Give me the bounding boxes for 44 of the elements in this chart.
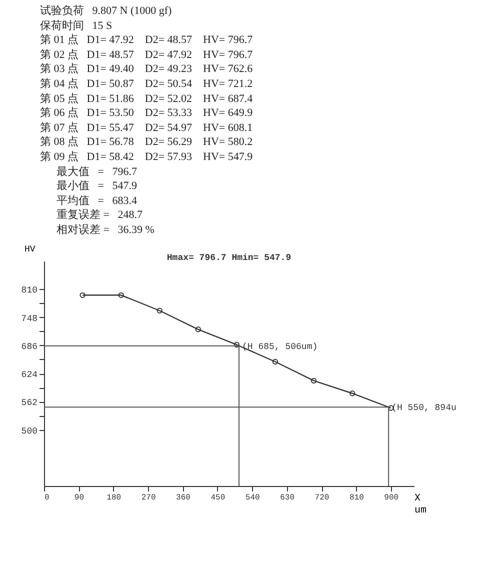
text: 最大值 = 796.7 — [56, 164, 138, 180]
y-axis-title: HV — [24, 244, 36, 254]
y-tick-label: 562 — [21, 398, 38, 408]
y-tick-label: 686 — [21, 341, 38, 352]
x-tick-label: 90 — [74, 493, 84, 502]
x-tick-label: 900 — [384, 493, 399, 502]
y-tick-label: 810 — [21, 285, 38, 296]
text: 相对误差 = 36.39 % — [56, 222, 156, 238]
point — [310, 377, 317, 384]
text: 最小值 = 547.9 — [56, 179, 138, 194]
text: 第 04 点 D1= 50.87 D2= 50.54 HV= 721.2 — [40, 76, 254, 92]
y-tick-label: 748 — [21, 313, 38, 324]
text: 第 05 点 D1= 51.86 D2= 52.02 HV= 687.4 — [40, 92, 254, 106]
text: 第 09 点 D1= 58.42 D2= 57.93 HV= 547.9 — [40, 150, 254, 165]
x-tick-label: 630 — [280, 493, 295, 502]
point — [234, 341, 240, 348]
point — [349, 390, 356, 396]
text: 第 08 点 D1= 56.78 D2= 56.29 HV= 580.2 — [40, 135, 254, 150]
x-tick-label: 540 — [245, 493, 260, 502]
point — [272, 358, 278, 364]
x-tick-label: 360 — [176, 493, 191, 502]
y-tick-label: 500 — [21, 426, 38, 436]
text: 重复误差 = 248.7 — [56, 208, 144, 223]
x-tick-label: 180 — [106, 493, 122, 502]
x-tick-label: 0 — [44, 493, 50, 502]
text: 第 02 点 D1= 48.57 D2= 47.92 HV= 796.7 — [40, 48, 254, 62]
text: 保荷时间 15 S — [40, 18, 114, 34]
point — [156, 307, 162, 313]
x-tick-label: 720 — [314, 493, 330, 502]
point — [118, 292, 124, 298]
annotation: (H 685, 506um) — [242, 341, 318, 352]
x-axis-title: X um — [414, 493, 427, 516]
text: 第 07 点 D1= 55.47 D2= 54.97 HV= 608.1 — [40, 120, 254, 136]
text: 第 01 点 D1= 47.92 D2= 48.57 HV= 796.7 — [40, 33, 254, 48]
text: 第 03 点 D1= 49.40 D2= 49.23 HV= 762.6 — [40, 62, 254, 77]
text: 第 06 点 D1= 53.50 D2= 53.33 HV= 649.9 — [40, 106, 254, 121]
x-tick-label: 810 — [349, 493, 364, 502]
y-tick-label: 624 — [21, 370, 38, 380]
x-tick-label: 450 — [210, 493, 226, 502]
text: 平均值 = 683.4 — [56, 194, 138, 208]
point — [195, 326, 202, 332]
chart-title: Hmax= 796.7 Hmin= 547.9 — [166, 252, 292, 262]
x-tick-label: 270 — [141, 493, 156, 502]
text: 试验负荷 9.807 N (1000 gf) — [40, 4, 173, 19]
